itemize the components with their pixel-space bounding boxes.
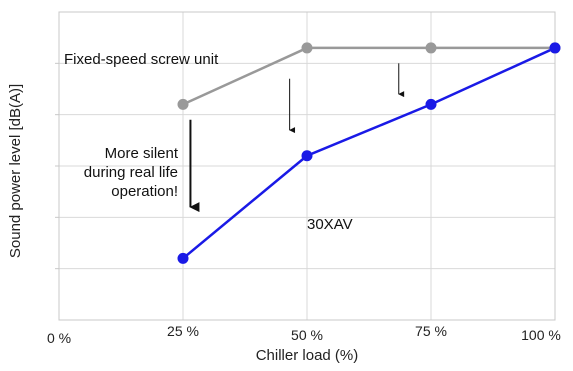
x-axis-title: Chiller load (%): [256, 347, 359, 364]
series-line-1: [182, 46, 556, 260]
series-layer: [177, 42, 561, 264]
arrow-layer: [189, 63, 405, 213]
series-point-0: [177, 98, 189, 110]
x-tick-label: 75 %: [415, 323, 447, 339]
x-tick-labels: 0 % 25 % 50 % 75 % 100 %: [47, 323, 561, 346]
silent-annotation-line-2: during real life: [84, 164, 178, 181]
silent-annotation-line-1: More silent: [105, 145, 179, 162]
series-point-1: [549, 42, 561, 54]
fixed-speed-label: Fixed-speed screw unit: [64, 51, 219, 68]
silent-annotation-line-3: operation!: [111, 183, 178, 200]
series-point-1: [425, 98, 437, 110]
series-30xav-label: 30XAV: [307, 216, 353, 233]
x-tick-label: 0 %: [47, 330, 71, 346]
series-point-0: [425, 42, 437, 54]
x-tick-label: 50 %: [291, 327, 323, 343]
grid-lines: [55, 12, 555, 320]
series-point-0: [301, 42, 313, 54]
x-tick-label: 100 %: [521, 327, 561, 343]
x-tick-label: 25 %: [167, 323, 199, 339]
plot-area-border: [58, 11, 556, 321]
series-line-0: [182, 46, 555, 106]
series-point-1: [301, 150, 313, 162]
y-axis-title: Sound power level [dB(A)]: [7, 84, 24, 258]
series-point-1: [177, 252, 189, 264]
